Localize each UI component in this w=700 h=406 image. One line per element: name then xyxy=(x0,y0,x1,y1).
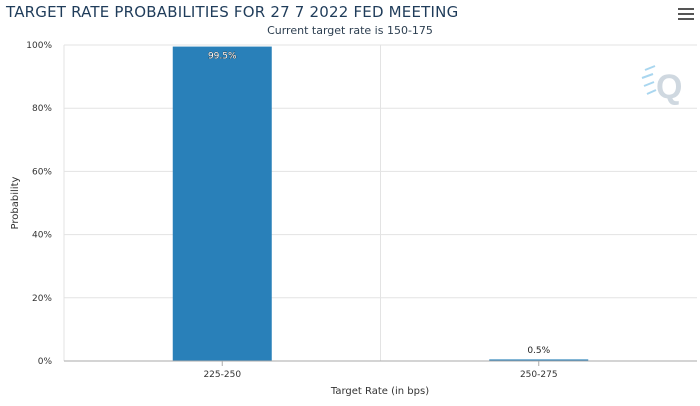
x-axis-ticks: 225-250 250-275 xyxy=(203,361,558,380)
grid-lines xyxy=(63,44,697,361)
x-tick-label: 250-275 xyxy=(520,370,558,380)
y-tick-label: 100% xyxy=(26,41,52,51)
bar-225-250[interactable] xyxy=(172,46,272,362)
y-tick-label: 80% xyxy=(32,104,52,114)
x-axis-title: Target Rate (in bps) xyxy=(330,386,429,397)
svg-text:Q: Q xyxy=(656,68,682,106)
y-tick-label: 40% xyxy=(32,231,52,241)
y-tick-label: 0% xyxy=(38,357,53,367)
y-tick-label: 60% xyxy=(32,167,52,177)
x-tick-label: 225-250 xyxy=(203,370,241,380)
y-axis-title: Probability xyxy=(10,176,21,229)
hamburger-menu-icon[interactable] xyxy=(678,8,694,22)
y-tick-label: 20% xyxy=(32,294,52,304)
y-axis-ticks: 0% 20% 40% 60% 80% 100% xyxy=(26,41,52,367)
data-label-250-275: 0.5% xyxy=(527,346,550,356)
q-logo-icon: Q xyxy=(641,65,682,106)
bars xyxy=(172,46,589,362)
data-labels: 99.5% 0.5% xyxy=(208,51,551,356)
data-label-225-250: 99.5% xyxy=(208,52,237,62)
bar-250-275[interactable] xyxy=(489,359,589,361)
chart-title: TARGET RATE PROBABILITIES FOR 27 7 2022 … xyxy=(6,3,459,21)
chart-subtitle: Current target rate is 150-175 xyxy=(267,24,433,37)
